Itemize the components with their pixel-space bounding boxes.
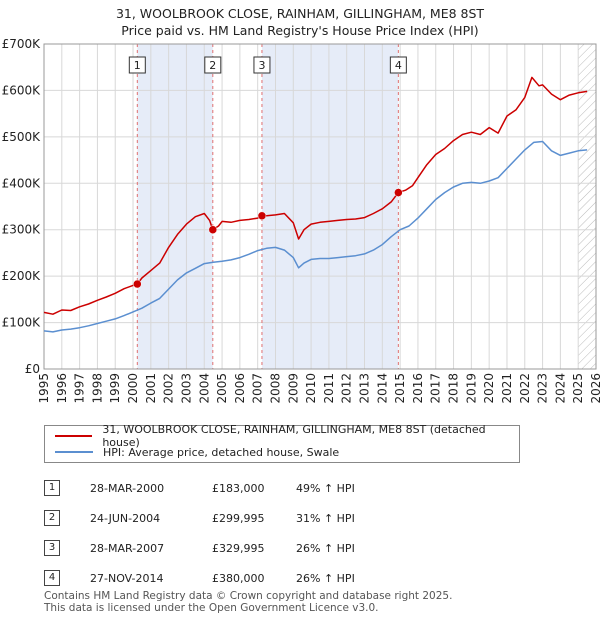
x-tick-label: 2022 — [518, 373, 532, 404]
x-tick-label: 1995 — [37, 373, 51, 404]
x-tick-label: 2001 — [144, 373, 158, 404]
sale-number-label: 1 — [134, 59, 141, 72]
x-tick-label: 2014 — [375, 373, 389, 404]
sale-number-box — [128, 56, 146, 74]
x-tick-label: 2024 — [553, 373, 567, 404]
x-tick-label: 2006 — [233, 373, 247, 404]
sale-number-box — [204, 56, 222, 74]
x-tick-label: 2018 — [447, 373, 461, 404]
x-tick-label: 1998 — [90, 373, 104, 404]
x-tick-label: 2007 — [251, 373, 265, 404]
legend-label-property: 31, WOOLBROOK CLOSE, RAINHAM, GILLINGHAM… — [102, 423, 486, 449]
footer-copyright: Contains HM Land Registry data © Crown c… — [44, 590, 453, 602]
sale-number-badge: 3 — [44, 540, 60, 556]
sale-number-box — [389, 56, 407, 74]
x-tick-label: 2016 — [411, 373, 425, 404]
sale-number-badge: 2 — [44, 510, 60, 526]
legend-swatch-hpi — [55, 451, 93, 453]
x-tick-label: 2025 — [571, 373, 585, 404]
sales-table-row: 1 28-MAR-2000 £183,000 49% ↑ HPI — [44, 473, 355, 503]
sale-price: £299,995 — [212, 511, 265, 525]
footer: Contains HM Land Registry data © Crown c… — [44, 590, 452, 614]
y-tick-label: £200K — [2, 269, 42, 283]
x-tick-label: 1997 — [73, 373, 87, 404]
legend-item-hpi: HPI: Average price, detached house, Swal… — [55, 444, 339, 460]
sales-table-row: 3 28-MAR-2007 £329,995 26% ↑ HPI — [44, 533, 355, 563]
sale-number-box — [253, 56, 271, 74]
x-tick-label: 2020 — [482, 373, 496, 404]
sale-number-label: 4 — [395, 59, 402, 72]
chart-title: 31, WOOLBROOK CLOSE, RAINHAM, GILLINGHAM… — [115, 6, 485, 21]
sale-date: 24-JUN-2004 — [90, 511, 161, 525]
y-tick-label: £300K — [2, 223, 42, 237]
sale-number-badge: 4 — [44, 570, 60, 586]
x-tick-label: 2015 — [393, 373, 407, 404]
sale-point — [208, 225, 218, 234]
shaded-period — [261, 44, 399, 369]
sale-hpi-diff: 26% ↑ HPI — [296, 571, 355, 585]
x-tick-label: 2013 — [358, 373, 372, 404]
x-tick-label: 2021 — [500, 373, 514, 404]
sales-table-row: 2 24-JUN-2004 £299,995 31% ↑ HPI — [44, 503, 355, 533]
sale-number-label: 3 — [258, 59, 265, 72]
legend-swatch-property — [55, 435, 93, 437]
chart-subtitle: Price paid vs. HM Land Registry's House … — [121, 23, 479, 38]
sale-price: £329,995 — [212, 541, 265, 555]
x-tick-label: 2011 — [322, 373, 336, 404]
footer-licence: This data is licensed under the Open Gov… — [44, 602, 379, 614]
x-tick-label: 2005 — [215, 373, 229, 404]
sales-table: 1 28-MAR-2000 £183,000 49% ↑ HPI 2 24-JUN-200… — [44, 473, 355, 593]
x-tick-label: 2017 — [429, 373, 443, 404]
y-tick-label: £500K — [2, 130, 42, 144]
sale-hpi-diff: 26% ↑ HPI — [296, 541, 355, 555]
x-tick-label: 2023 — [536, 373, 550, 404]
y-tick-label: £0 — [25, 362, 40, 376]
hpi-line — [43, 140, 588, 333]
x-tick-label: 2010 — [304, 373, 318, 404]
sale-price: £183,000 — [212, 481, 265, 495]
sale-price: £380,000 — [212, 571, 265, 585]
chart-legend: 31, WOOLBROOK CLOSE, RAINHAM, GILLINGHAM… — [44, 423, 520, 463]
legend-item-property: 31, WOOLBROOK CLOSE, RAINHAM, GILLINGHAM… — [55, 423, 519, 449]
sale-point — [257, 211, 267, 221]
x-tick-label: 2004 — [197, 373, 211, 404]
y-tick-label: £600K — [2, 83, 42, 97]
legend-label-hpi: HPI: Average price, detached house, Swal… — [103, 445, 340, 459]
x-tick-label: 2008 — [268, 373, 282, 404]
x-tick-label: 1996 — [55, 373, 69, 404]
sale-date: 28-MAR-2000 — [90, 481, 165, 495]
sale-date: 28-MAR-2007 — [90, 541, 165, 555]
x-tick-label: 2012 — [340, 373, 354, 404]
sale-point — [394, 188, 403, 197]
x-tick-label: 2000 — [126, 373, 140, 404]
y-tick-label: £400K — [2, 176, 42, 190]
sale-hpi-diff: 49% ↑ HPI — [296, 481, 355, 495]
sale-number-badge: 1 — [44, 480, 60, 496]
x-tick-label: 2003 — [179, 373, 193, 404]
sale-hpi-diff: 31% ↑ HPI — [296, 511, 355, 525]
x-tick-label: 1999 — [108, 373, 122, 404]
y-tick-label: £100K — [2, 316, 42, 330]
price-chart: £0 £100K £200K £300K £400K £500K £600K £700K 199… — [2, 37, 600, 404]
future-hatch — [578, 44, 596, 369]
sale-number-label: 2 — [209, 59, 216, 72]
sale-point — [133, 279, 142, 289]
shaded-period — [137, 44, 213, 369]
x-tick-label: 2009 — [286, 373, 300, 404]
sales-table-row: 4 27-NOV-2014 £380,000 26% ↑ HPI — [44, 563, 355, 593]
plot-border — [43, 43, 597, 370]
x-tick-label: 2002 — [162, 373, 176, 404]
x-tick-label: 2019 — [464, 373, 478, 404]
x-tick-label: 2026 — [589, 373, 600, 404]
sale-date: 27-NOV-2014 — [90, 571, 164, 585]
y-tick-label: £700K — [2, 37, 42, 51]
